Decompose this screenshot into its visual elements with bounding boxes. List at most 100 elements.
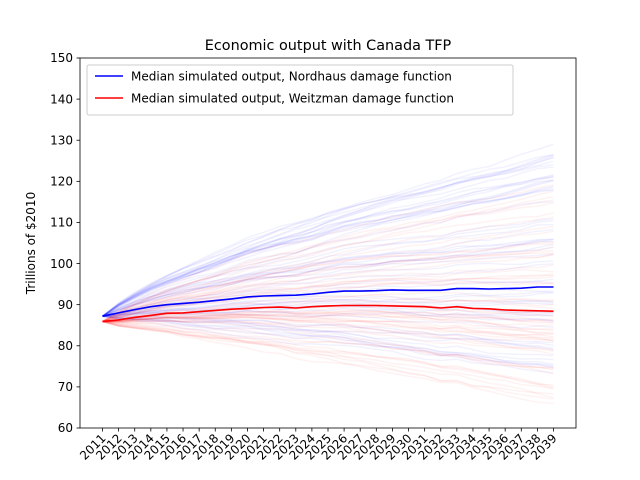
simulation-path [102, 316, 554, 338]
simulation-path [102, 315, 554, 374]
simulation-path [102, 320, 554, 395]
simulation-path [102, 230, 554, 323]
simulation-path [102, 200, 554, 317]
legend-label-nordhaus: Median simulated output, Nordhaus damage… [131, 70, 452, 84]
simulation-path [102, 278, 554, 317]
simulation-path [102, 320, 554, 390]
simulation-path [102, 319, 554, 342]
simulation-path [102, 246, 554, 323]
simulation-path [102, 320, 554, 371]
simulation-path [102, 164, 554, 317]
simulation-path [102, 315, 554, 369]
simulation-path [102, 315, 554, 339]
simulation-path [102, 253, 554, 323]
simulation-path [102, 228, 554, 317]
y-tick-label: 140 [50, 92, 73, 106]
simulation-path [102, 189, 554, 317]
simulation-path [102, 313, 554, 334]
median-lines [102, 286, 554, 323]
simulation-path [102, 174, 554, 317]
simulation-path [102, 154, 554, 317]
x-axis-ticks: 2011201220132014201520162017201820192020… [77, 428, 560, 463]
simulation-path [102, 315, 554, 347]
simulation-path [102, 189, 554, 317]
simulation-path [102, 243, 554, 323]
simulation-path [102, 312, 554, 332]
simulation-path [102, 253, 554, 323]
median-line-nordhaus [102, 286, 554, 317]
simulation-path [102, 320, 554, 399]
simulation-path [102, 313, 554, 351]
median-line-weitzman [102, 304, 554, 323]
simulation-path [102, 238, 554, 317]
chart-title: Economic output with Canada TFP [205, 38, 452, 54]
simulation-path [102, 153, 554, 317]
y-tick-label: 70 [58, 380, 73, 394]
simulation-path [102, 223, 554, 317]
simulation-path [102, 320, 554, 370]
y-tick-label: 80 [58, 339, 73, 353]
simulation-path [102, 154, 554, 317]
simulation-path [102, 219, 554, 317]
simulation-path [102, 156, 554, 317]
simulation-path [102, 260, 554, 317]
simulation-path [102, 320, 554, 390]
y-tick-label: 150 [50, 51, 73, 65]
simulation-path [102, 319, 554, 351]
simulation-path [102, 290, 554, 317]
simulation-path [102, 310, 554, 324]
y-tick-label: 120 [50, 175, 73, 189]
simulation-path [102, 180, 554, 317]
simulation-path [102, 212, 554, 323]
simulation-path [102, 319, 554, 353]
simulation-path [102, 320, 554, 375]
simulation-path [102, 275, 554, 323]
simulation-path [102, 315, 554, 342]
simulation-path [102, 315, 554, 361]
legend-label-weitzman: Median simulated output, Weitzman damage… [131, 92, 454, 106]
y-axis-label: Trillions of $2010 [24, 192, 38, 295]
simulation-path [102, 302, 554, 317]
simulation-path [102, 160, 554, 317]
simulation-path [102, 280, 554, 323]
simulation-path [102, 315, 554, 367]
simulation-path [102, 216, 554, 323]
simulation-fan [102, 143, 554, 405]
simulation-path [102, 315, 554, 368]
simulation-path [102, 176, 554, 317]
simulation-path [102, 295, 554, 317]
simulation-path [102, 315, 554, 344]
simulation-path [102, 317, 554, 342]
simulation-path [102, 320, 554, 386]
simulation-path [102, 315, 554, 350]
simulation-path [102, 174, 554, 317]
simulation-path [102, 310, 554, 331]
simulation-path [102, 253, 554, 317]
simulation-path [102, 143, 554, 317]
simulation-path [102, 218, 554, 317]
simulation-path [102, 186, 554, 317]
simulation-path [102, 178, 554, 317]
simulation-path [102, 238, 554, 317]
simulation-path [102, 184, 554, 323]
simulation-path [102, 298, 554, 317]
simulation-path [102, 249, 554, 323]
simulation-path [102, 274, 554, 323]
simulation-path [102, 315, 554, 357]
simulation-path [102, 264, 554, 323]
simulation-path [102, 315, 554, 365]
simulation-path [102, 175, 554, 317]
simulation-path [102, 278, 554, 317]
simulation-path [102, 294, 554, 323]
simulation-path [102, 320, 554, 369]
simulation-path [102, 291, 554, 323]
simulation-path [102, 314, 554, 337]
simulation-path [102, 319, 554, 356]
simulation-path [102, 195, 554, 323]
simulation-path [102, 252, 554, 323]
y-tick-label: 60 [58, 421, 73, 435]
simulation-path [102, 320, 554, 388]
simulation-path [102, 316, 554, 335]
simulation-path [102, 240, 554, 317]
